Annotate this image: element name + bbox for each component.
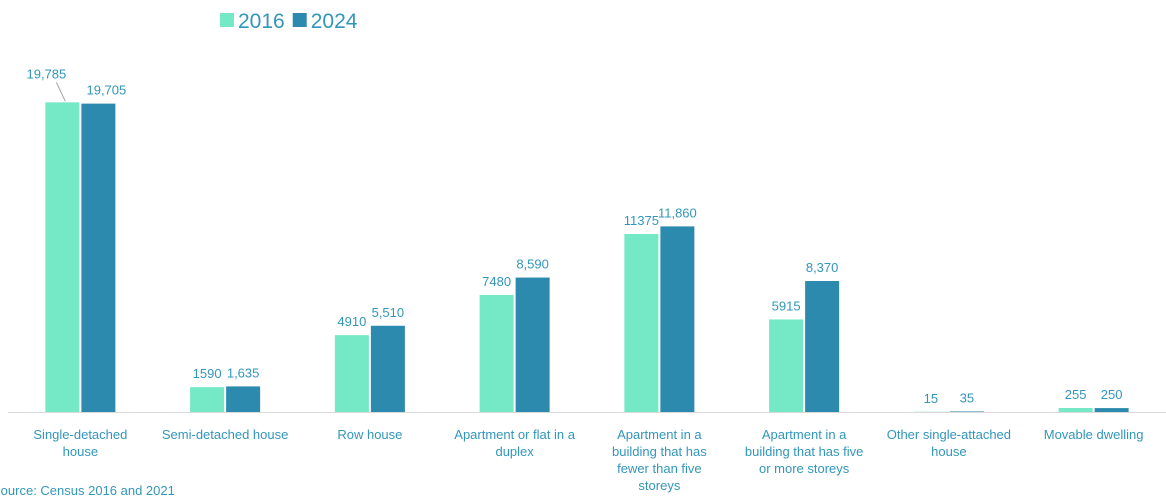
bar <box>45 102 80 413</box>
value-label: 19,705 <box>86 83 126 98</box>
value-label: 8,590 <box>516 257 549 272</box>
legend-label: 2024 <box>311 10 358 33</box>
value-label: 8,370 <box>806 260 839 275</box>
value-label: 250 <box>1101 387 1123 402</box>
x-tick-label: Other single-attached house <box>886 427 1012 459</box>
bar <box>479 294 514 412</box>
bar <box>624 233 659 412</box>
value-label: 11375 <box>624 213 659 228</box>
bar <box>1094 408 1129 412</box>
value-label: 5915 <box>772 298 801 313</box>
bar <box>334 335 369 412</box>
legend-swatch <box>292 13 307 27</box>
bar <box>805 281 840 412</box>
bar <box>515 277 550 412</box>
value-label: 11,860 <box>658 205 697 220</box>
value-label: 1,635 <box>227 365 260 380</box>
legend-label: 2016 <box>238 10 285 33</box>
x-tick-label: Apartment in a building that has fewer t… <box>612 427 707 493</box>
x-tick-label: Movable dwelling <box>1043 427 1144 442</box>
x-tick-label: Apartment or flat in a duplex <box>454 427 575 459</box>
bar <box>370 325 405 412</box>
value-label: 255 <box>1065 387 1087 402</box>
bar <box>81 103 116 412</box>
bar <box>769 319 804 412</box>
value-label: 7480 <box>482 274 511 289</box>
x-tick-label: Single-detached house <box>33 427 128 459</box>
bar <box>190 387 225 412</box>
value-label: 15 <box>924 391 938 406</box>
value-label: 35 <box>960 390 974 405</box>
bar <box>1058 408 1093 412</box>
legend-swatch <box>220 13 234 27</box>
bar <box>226 386 261 412</box>
x-tick-label: Apartment in a building that has five or… <box>744 427 864 476</box>
value-label: 4910 <box>337 314 366 329</box>
x-tick-label: Row house <box>337 427 403 442</box>
x-tick-label: Semi-detached house <box>161 427 289 442</box>
value-label: 5,510 <box>372 305 405 320</box>
value-label: 1590 <box>193 366 222 381</box>
bar <box>949 411 984 412</box>
bar <box>660 226 695 412</box>
source-note: Source: Census 2016 and 2021 <box>0 483 175 498</box>
value-label: 19,785 <box>26 66 66 81</box>
leader-line <box>55 82 66 102</box>
